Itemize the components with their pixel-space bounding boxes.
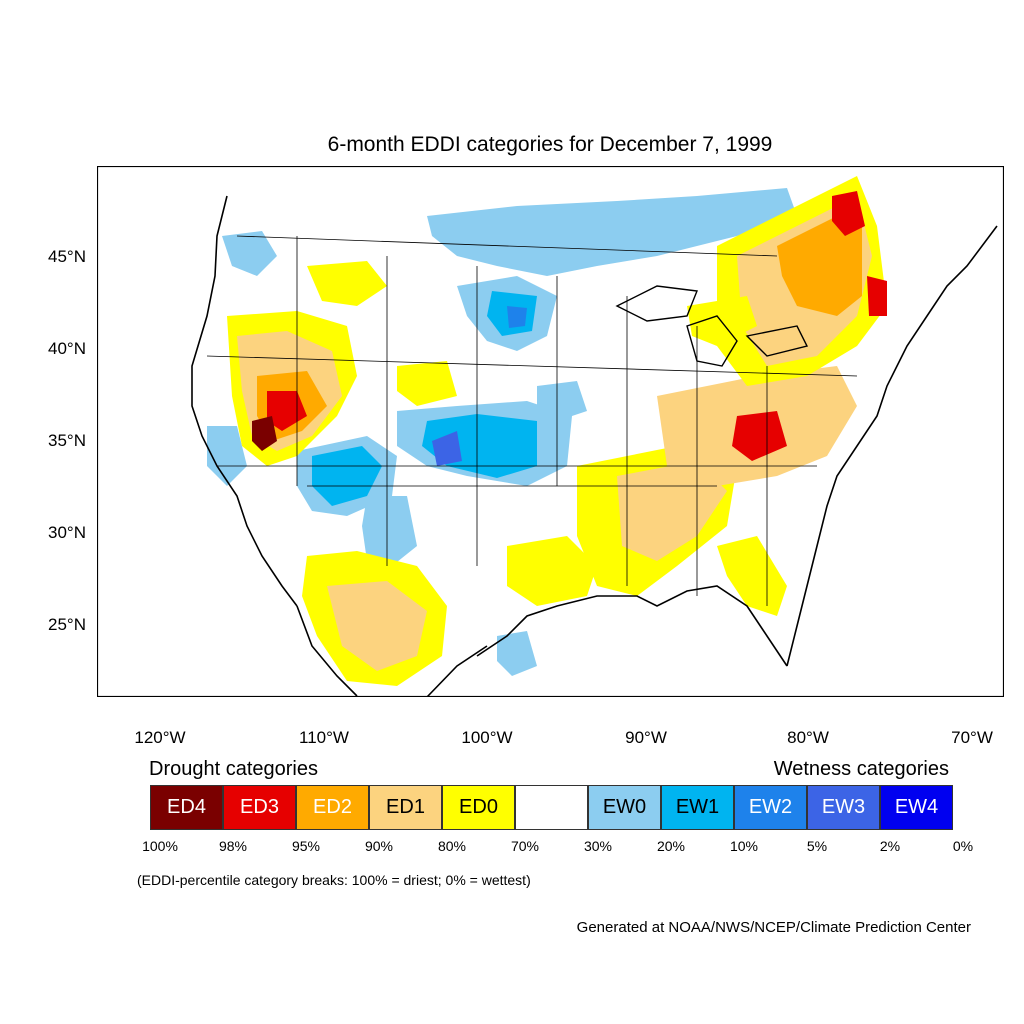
credit-line: Generated at NOAA/NWS/NCEP/Climate Predi… xyxy=(576,919,971,936)
dry-region-mexico-ed1 xyxy=(327,581,427,671)
west-coast xyxy=(191,195,298,607)
legend-break-label: 30% xyxy=(583,838,613,854)
east-coast xyxy=(786,225,998,667)
wetness-heading: Wetness categories xyxy=(773,758,949,780)
dry-region-great-basin-ed4 xyxy=(252,416,277,451)
gulf-coast xyxy=(476,585,788,667)
lat-label-25: 25°N xyxy=(48,615,86,634)
legend-box-ed1: ED1 xyxy=(369,785,442,830)
dry-region-west xyxy=(307,261,387,306)
wet-region-dakotas-deep xyxy=(507,306,527,328)
mexico-coast xyxy=(426,645,488,697)
baja-coast xyxy=(296,605,358,697)
wet-region-ok xyxy=(537,381,587,421)
lon-label-90: 90°W xyxy=(625,728,667,747)
legend-box-ed2: ED2 xyxy=(296,785,369,830)
dry-region-florida xyxy=(717,536,787,616)
dry-region-texas xyxy=(507,536,597,606)
dry-region-northeast-ed2 xyxy=(777,216,862,316)
legend-box-ed4: ED4 xyxy=(150,785,223,830)
legend-box-ed3: ED3 xyxy=(223,785,296,830)
lon-label-100: 100°W xyxy=(461,728,513,747)
legend-break-label: 5% xyxy=(806,838,828,854)
legend-box-ew2: EW2 xyxy=(734,785,807,830)
lat-label-40: 40°N xyxy=(48,339,86,358)
map-border xyxy=(97,166,1004,697)
state-borders xyxy=(206,235,858,606)
drought-regions xyxy=(227,176,887,686)
legend-box-ew3: EW3 xyxy=(807,785,880,830)
wetness-regions xyxy=(207,188,797,676)
lat-label-35: 35°N xyxy=(48,431,86,450)
wet-region-kansas-deep xyxy=(432,431,462,466)
legend-box-ew4: EW4 xyxy=(880,785,953,830)
lon-label-120: 120°W xyxy=(134,728,186,747)
legend-break-label: 80% xyxy=(437,838,467,854)
legend-break-label: 100% xyxy=(142,838,178,854)
lat-label-30: 30°N xyxy=(48,523,86,542)
coastlines xyxy=(191,195,998,697)
wet-region-ca-coast xyxy=(207,426,247,486)
drought-heading: Drought categories xyxy=(149,758,318,780)
legend-box-ew0: EW0 xyxy=(588,785,661,830)
lon-label-80: 80°W xyxy=(787,728,829,747)
legend-break-label: 10% xyxy=(729,838,759,854)
lon-label-110: 110°W xyxy=(299,728,349,747)
eddi-map xyxy=(97,166,1004,697)
dry-region-northeast-ed3b xyxy=(867,276,887,316)
dry-region-ohio-valley-ed3 xyxy=(732,411,787,461)
legend-break-label: 2% xyxy=(879,838,901,854)
legend-break-label: 98% xyxy=(218,838,248,854)
dry-region-midwest xyxy=(687,296,757,346)
legend-box-neutral xyxy=(515,785,588,830)
map-title: 6-month EDDI categories for December 7, … xyxy=(327,133,773,156)
great-lakes xyxy=(615,285,809,367)
lon-label-70: 70°W xyxy=(951,728,993,747)
dry-region-northeast-ed3 xyxy=(832,191,865,236)
wet-region-tx-south xyxy=(497,631,537,676)
wet-region-pnw xyxy=(222,231,277,276)
wet-region-nm xyxy=(362,496,417,566)
legend-box-ed0: ED0 xyxy=(442,785,515,830)
wet-region-north-plains xyxy=(427,188,797,276)
lat-label-45: 45°N xyxy=(48,247,86,266)
legend-break-label: 70% xyxy=(510,838,540,854)
legend-break-label: 95% xyxy=(291,838,321,854)
wet-region-southwest-core xyxy=(312,446,382,506)
legend-box-ew1: EW1 xyxy=(661,785,734,830)
legend-break-label: 0% xyxy=(952,838,974,854)
category-note: (EDDI-percentile category breaks: 100% =… xyxy=(137,872,531,888)
legend-break-label: 90% xyxy=(364,838,394,854)
dry-region-plains xyxy=(397,361,457,406)
legend-break-label: 20% xyxy=(656,838,686,854)
